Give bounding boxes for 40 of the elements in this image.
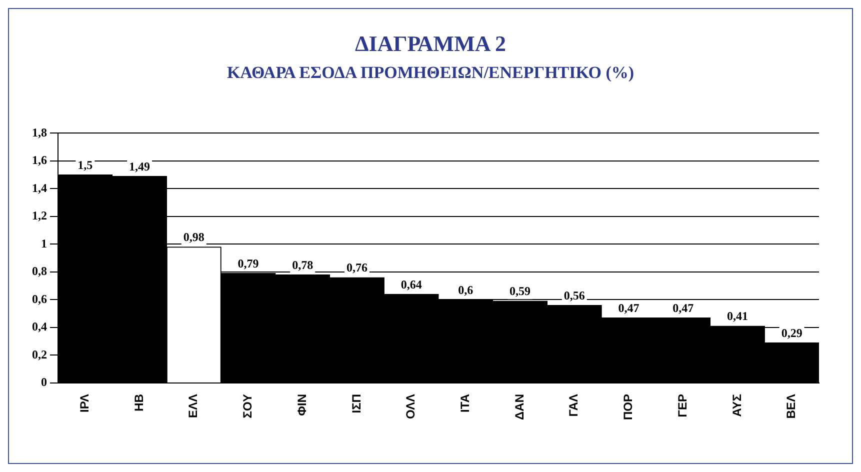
data-label: 0,64 [400,277,422,292]
data-label: 0,79 [238,256,259,270]
x-tick-label: ΑΥΣ [730,394,744,417]
data-label: 0,47 [618,300,640,315]
x-tick-label: ΦΙΝ [294,394,309,416]
data-label: 0,56 [564,288,585,302]
data-label: 1,5 [78,158,93,172]
x-tick-label: ΠΟΡ [621,394,636,420]
x-tick-label: ΙΡΛ [77,394,92,412]
data-label: 0,59 [510,284,531,298]
y-tick-label: 0,4 [32,320,47,334]
y-tick-label: 1,6 [32,153,47,168]
x-tick-label: ΒΕΛ [784,394,798,419]
x-tick-label: ΙΤΑ [458,394,472,412]
x-tick-label: ΗΒ [132,394,146,412]
x-tick-label: ΟΛΛ [404,394,418,420]
x-tick-label: ΕΛΛ [186,394,200,418]
x-tick-label: ΙΣΠ [349,394,364,414]
data-label: 0,78 [292,258,314,272]
x-tick-label: ΔΑΝ [512,394,526,420]
chart-title: ΔΙΑΓΡΑΜΜΑ 2 [354,31,508,57]
y-tick-label: 1,2 [32,208,47,223]
y-tick-label: 0 [41,375,47,390]
y-tick-label: 1,4 [32,180,47,195]
y-tick-label: 0,2 [32,347,47,362]
x-tick-label: ΓΑΛ [566,394,581,417]
y-tick-label: 1 [41,236,47,250]
data-label: 1,49 [129,159,150,174]
data-label: 0,29 [781,326,802,340]
y-tick-label: 0,6 [32,292,47,306]
data-label: 0,6 [458,282,474,297]
y-tick-label: 0,8 [32,264,47,278]
data-label: 0,47 [672,300,694,315]
data-label: 0,76 [346,260,368,275]
x-tick-label: ΓΕΡ [675,394,690,418]
data-label: 0,98 [183,230,204,244]
y-tick-label: 1,8 [32,125,47,140]
chart-subtitle: ΚΑΘΑΡΑ ΕΣΟΔΑ ΠΡΟΜΗΘΕΙΩΝ/ΕΝΕΡΓΗΤΙΚΟ (%) [226,63,636,83]
x-tick-label: ΣΟΥ [240,394,255,418]
data-label: 0,41 [726,309,748,324]
